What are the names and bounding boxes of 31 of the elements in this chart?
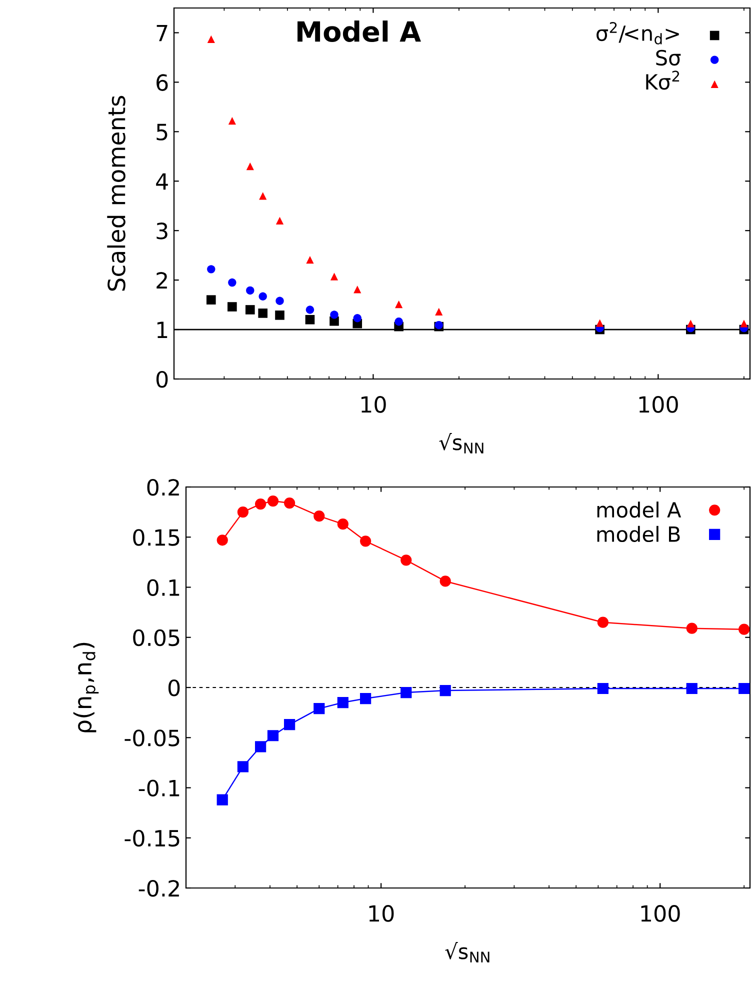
y-tick-label: 1 [157, 322, 168, 338]
y-tick-label: -0.15 [124, 830, 180, 847]
y-tick-label: 5 [156, 124, 168, 140]
legend-label: Sσ [656, 50, 681, 66]
y-tick-label: 6 [156, 74, 168, 91]
x-axis-title: √s$_{NN}$ [445, 942, 490, 962]
y-tick-label: -0.1 [138, 780, 180, 797]
legend-label: model A [597, 502, 682, 518]
legend-label: model B [597, 526, 680, 542]
y-axis-title: ρ(n$_{p}$,n$_{d}$) [73, 642, 99, 732]
x-tick-label: 10 [361, 396, 386, 413]
y-tick-label: 7 [156, 24, 168, 42]
y-tick-label: -0.2 [138, 880, 179, 897]
x-tick-label: 100 [639, 396, 678, 413]
y-tick-label: 0.2 [147, 478, 179, 496]
legend-label: Kσ$^{2}$ [646, 70, 680, 90]
y-tick-label: 0 [168, 679, 180, 696]
y-tick-label: 0.05 [133, 629, 180, 646]
y-tick-label: 0 [156, 370, 168, 388]
y-tick-label: 0.15 [133, 529, 180, 546]
legend-label: σ$^{2}$/<n$_{d}$> [596, 22, 679, 44]
y-tick-label: 0.1 [147, 579, 180, 596]
y-axis-title: Scaled moments [107, 96, 126, 291]
x-axis-title: √s$_{NN}$ [439, 433, 484, 454]
y-tick-label: -0.05 [124, 730, 180, 746]
y-tick-label: 2 [156, 272, 167, 289]
y-tick-label: 4 [156, 173, 168, 190]
x-tick-label: 100 [641, 905, 680, 922]
y-tick-label: 3 [156, 222, 168, 240]
chart-title: Model A [298, 20, 421, 42]
x-tick-label: 10 [369, 905, 394, 922]
